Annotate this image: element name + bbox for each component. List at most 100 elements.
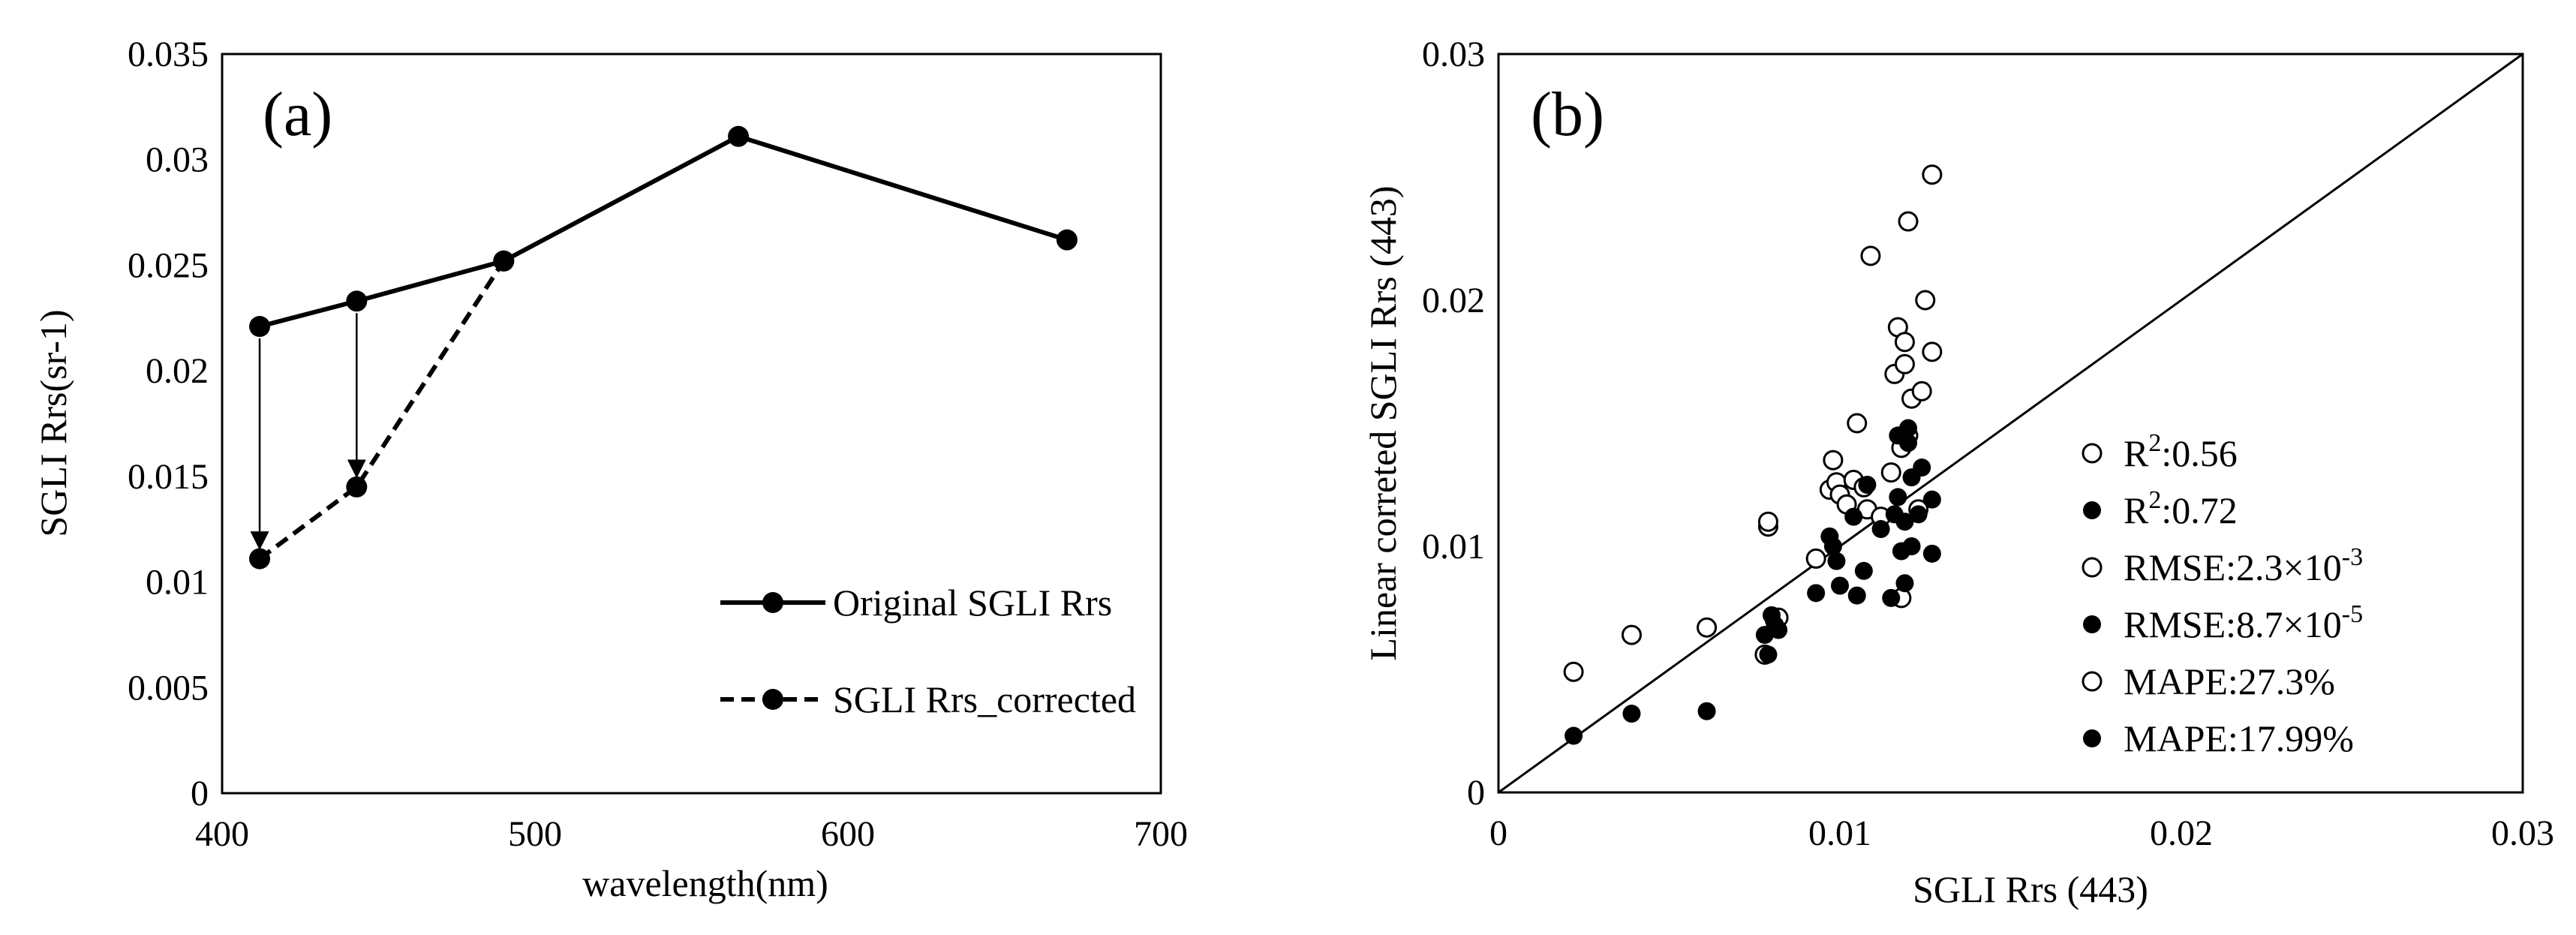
original-scatter-point [1880, 462, 1901, 483]
corrected-scatter-point [1889, 488, 1907, 507]
corrected-scatter-point [1913, 458, 1931, 477]
corrected-scatter-point [1871, 520, 1890, 539]
original-scatter-point [1894, 332, 1915, 353]
original-scatter-point [1621, 624, 1642, 645]
corrected-scatter-point [1899, 434, 1917, 452]
legend-label: MAPE:27.3% [2124, 660, 2335, 702]
panel-a-series [249, 125, 1078, 570]
original-scatter-point [1898, 211, 1919, 232]
corrected-scatter-point [1847, 586, 1866, 605]
legend-open-marker [2082, 671, 2103, 692]
panel-a-correction-arrows [250, 313, 366, 551]
legend-open-marker [2082, 557, 2103, 578]
legend-open-marker [2082, 443, 2103, 464]
panel-b-y-tick-labels: 0 0.01 0.02 0.03 [1422, 35, 1485, 813]
panel-b-x-tick-label: 0.03 [2491, 813, 2554, 853]
original-scatter-point [1922, 164, 1943, 185]
corrected-series-line [258, 260, 506, 561]
panel-b-x-tick-label: 0.01 [1808, 813, 1871, 853]
panel-a-y-tick-label: 0.01 [146, 563, 209, 603]
corrected-scatter-point [1895, 574, 1914, 593]
panel-b-y-tick-label: 0.02 [1422, 281, 1485, 320]
original-scatter-point [1922, 341, 1943, 362]
panel-a-x-tick-label: 400 [195, 814, 249, 854]
corrected-scatter-point [1827, 552, 1846, 570]
legend-label: RMSE:8.7×10-5 [2124, 600, 2363, 645]
corrected-scatter-point [1831, 576, 1849, 595]
corrected-scatter-point [1895, 513, 1914, 531]
panel-a-x-tick-labels: 400 500 600 700 [195, 814, 1188, 854]
corrected-scatter-point [1759, 645, 1778, 664]
original-data-point [1056, 229, 1078, 251]
corrected-data-point [493, 250, 515, 272]
original-data-point [249, 316, 271, 338]
legend-label: SGLI Rrs_corrected [833, 678, 1136, 720]
panel-b-x-tick-labels: 0 0.01 0.02 0.03 [1489, 813, 2554, 853]
original-scatter-point [1697, 617, 1718, 638]
panel-b-scatter-points [1563, 164, 1943, 745]
panel-b-plot-frame [1497, 53, 2524, 794]
panel-b-x-axis-label: SGLI Rrs (443) [1913, 868, 2148, 910]
panel-a-x-axis-label: wavelength(nm) [582, 862, 828, 904]
legend-marker [762, 689, 783, 710]
panel-a-y-tick-label: 0.035 [128, 35, 209, 74]
original-scatter-point [1823, 449, 1844, 471]
panel-b-label: (b) [1531, 80, 1604, 149]
panel-b-y-tick-label: 0.03 [1422, 35, 1485, 74]
original-scatter-point [1860, 245, 1881, 266]
original-data-point [728, 125, 750, 147]
corrected-scatter-point [1807, 584, 1826, 603]
panel-a-y-tick-labels: 0 0.005 0.01 0.015 0.02 0.025 0.03 0.035 [128, 35, 209, 813]
original-scatter-point [1563, 661, 1584, 682]
panel-a-y-tick-label: 0.02 [146, 351, 209, 391]
panel-b-y-axis-label: Linear correted SGLI Rrs (443) [1362, 185, 1404, 660]
legend-marker [762, 592, 783, 613]
corrected-scatter-point [1909, 505, 1928, 524]
panel-a-x-tick-label: 700 [1134, 814, 1188, 854]
panel-a-y-tick-label: 0.005 [128, 668, 209, 708]
panel-a-x-tick-label: 600 [821, 814, 875, 854]
panel-a-y-axis-label: SGLI Rrs(sr-1) [32, 309, 74, 537]
panel-a-y-tick-label: 0 [191, 774, 209, 813]
panel-a-chart: 0 0.005 0.01 0.015 0.02 0.025 0.03 0.035 400 500… [32, 35, 1188, 904]
corrected-scatter-point [1622, 705, 1641, 723]
panel-b-y-tick-label: 0.01 [1422, 527, 1485, 567]
original-scatter-point [1757, 511, 1778, 532]
corrected-scatter-point [1922, 490, 1941, 509]
corrected-scatter-point [1922, 544, 1941, 563]
legend-label: Original SGLI Rrs [833, 582, 1112, 624]
panel-b-x-tick-label: 0 [1489, 813, 1507, 853]
panel-b-x-tick-label: 0.02 [2150, 813, 2213, 853]
corrected-scatter-point [1565, 726, 1583, 745]
panel-a-y-tick-label: 0.015 [128, 457, 209, 497]
panel-a-legend: Original SGLI Rrs SGLI Rrs_corrected [720, 582, 1136, 720]
original-scatter-point [1847, 413, 1868, 434]
original-scatter-point [1805, 548, 1826, 569]
panel-a-x-tick-label: 500 [508, 814, 562, 854]
corrected-data-point [346, 476, 368, 498]
legend-label: R2:0.72 [2124, 486, 2238, 531]
panel-b-one-to-one-line [1498, 53, 2523, 794]
panel-a-y-tick-label: 0.03 [146, 140, 209, 180]
corrected-scatter-point [1858, 476, 1877, 494]
legend-label: RMSE:2.3×10-3 [2124, 543, 2363, 588]
corrected-scatter-point [1823, 537, 1842, 555]
legend-filled-marker [2083, 501, 2101, 519]
corrected-scatter-point [1882, 588, 1901, 607]
legend-label: R2:0.56 [2124, 429, 2238, 474]
original-scatter-point [1915, 290, 1936, 311]
panel-a-label: (a) [263, 80, 332, 149]
corrected-scatter-point [1769, 621, 1788, 639]
corrected-scatter-point [1697, 702, 1716, 720]
original-data-point [346, 290, 368, 312]
original-series-line [259, 134, 1068, 329]
corrected-scatter-point [1902, 537, 1921, 555]
original-scatter-point [1894, 353, 1915, 374]
corrected-scatter-point [1854, 561, 1873, 580]
corrected-scatter-point [1899, 419, 1917, 437]
panel-a-y-tick-label: 0.025 [128, 245, 209, 285]
corrected-scatter-point [1844, 507, 1863, 526]
legend-filled-marker [2083, 615, 2101, 633]
legend-filled-marker [2083, 729, 2101, 747]
